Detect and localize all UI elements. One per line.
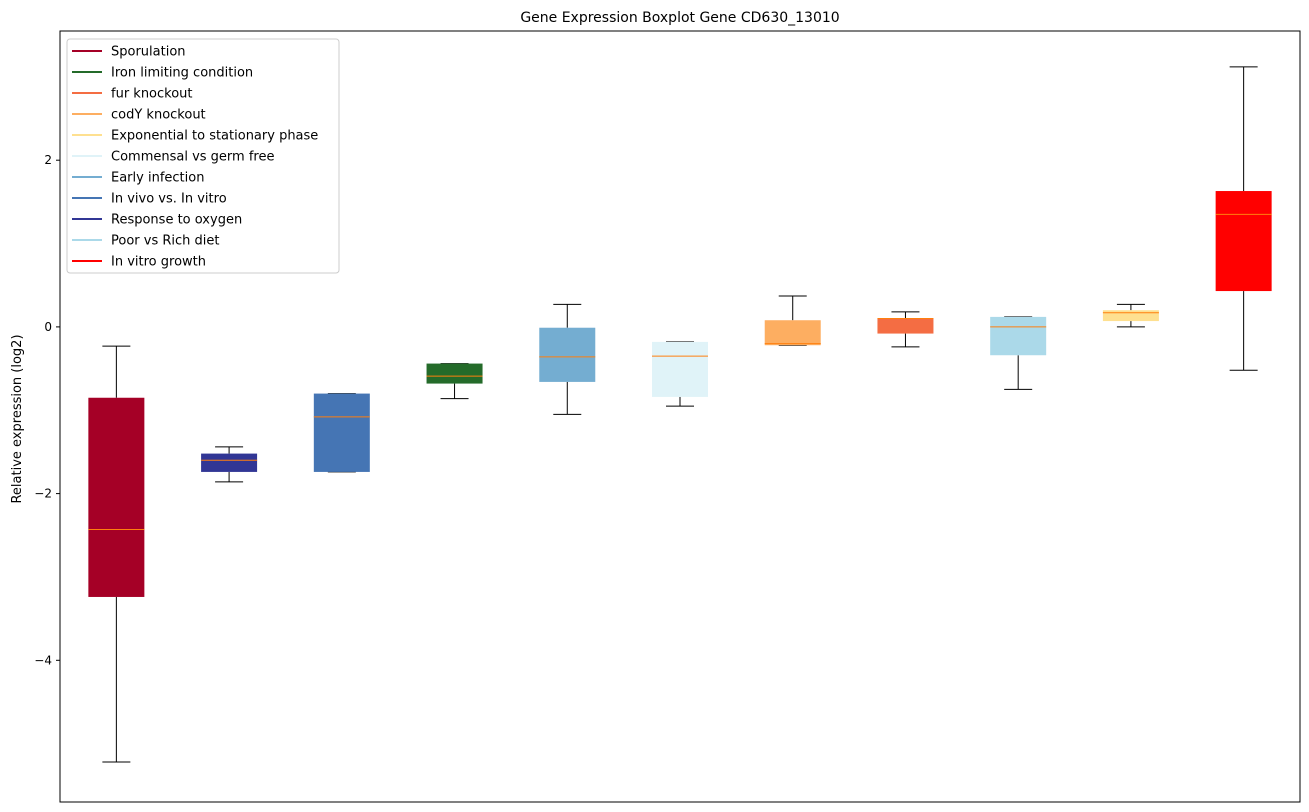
y-tick-label: 2 bbox=[44, 153, 52, 167]
legend-label: In vivo vs. In vitro bbox=[111, 192, 227, 207]
legend-label: fur knockout bbox=[111, 87, 193, 102]
legend-label: codY knockout bbox=[111, 108, 206, 123]
chart-title: Gene Expression Boxplot Gene CD630_13010 bbox=[520, 10, 839, 26]
y-tick-label: −4 bbox=[34, 653, 52, 667]
box-body bbox=[201, 453, 258, 472]
box-body bbox=[88, 397, 145, 597]
y-tick-label: 0 bbox=[44, 320, 52, 334]
legend-box bbox=[66, 38, 340, 274]
box-body bbox=[1215, 191, 1272, 292]
box-group bbox=[313, 393, 370, 473]
box-group bbox=[990, 316, 1047, 390]
box-body bbox=[313, 393, 370, 472]
box-group bbox=[88, 345, 145, 763]
plot-area bbox=[88, 66, 1272, 763]
legend-label: Exponential to stationary phase bbox=[111, 129, 318, 144]
box-body bbox=[652, 341, 708, 397]
legend-label: Poor vs Rich diet bbox=[111, 234, 219, 249]
legend-label: Iron limiting condition bbox=[111, 66, 253, 81]
box-group bbox=[652, 341, 708, 407]
y-tick-label: −2 bbox=[34, 487, 52, 501]
box-body bbox=[877, 318, 934, 334]
y-axis: −4 −2 0 2 bbox=[34, 153, 60, 667]
box-group bbox=[201, 446, 258, 483]
box-group bbox=[539, 303, 596, 415]
legend-label: Sporulation bbox=[111, 45, 186, 60]
box-group bbox=[1215, 66, 1272, 371]
box-group bbox=[764, 295, 821, 346]
box-body bbox=[1102, 310, 1159, 322]
box-body bbox=[990, 316, 1047, 356]
box-body bbox=[764, 320, 821, 346]
y-axis-label: Relative expression (log2) bbox=[10, 334, 25, 503]
legend-label: Commensal vs germ free bbox=[111, 150, 274, 165]
box-body bbox=[539, 327, 596, 382]
box-group bbox=[1102, 303, 1159, 328]
box-body bbox=[426, 363, 483, 384]
plot-frame bbox=[59, 30, 1301, 803]
legend-label: In vitro growth bbox=[111, 255, 206, 270]
legend-label: Early infection bbox=[111, 171, 204, 186]
legend-label: Response to oxygen bbox=[111, 213, 242, 228]
legend: Sporulation Iron limiting condition fur kn… bbox=[66, 38, 340, 274]
box-group bbox=[426, 363, 483, 400]
box-group bbox=[877, 311, 934, 348]
